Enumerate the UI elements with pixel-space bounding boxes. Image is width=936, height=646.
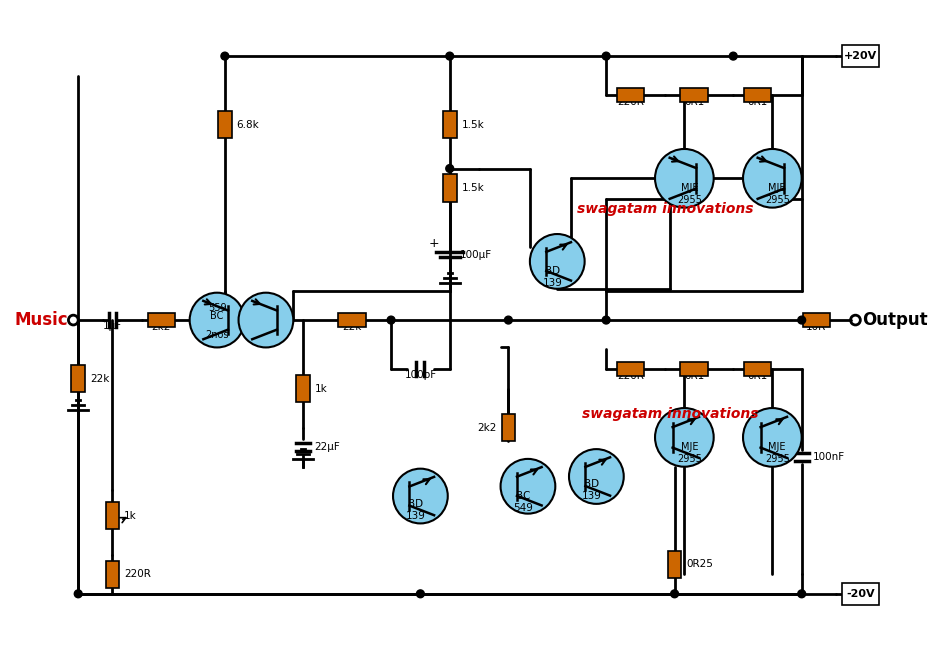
FancyBboxPatch shape <box>616 362 644 376</box>
Text: BD: BD <box>583 479 598 489</box>
Text: MJE: MJE <box>680 183 697 193</box>
FancyBboxPatch shape <box>680 362 707 376</box>
Text: 220R: 220R <box>124 569 151 579</box>
FancyBboxPatch shape <box>743 89 770 102</box>
Text: 139: 139 <box>405 510 425 521</box>
Text: 100pF: 100pF <box>404 370 436 380</box>
Text: 220R: 220R <box>617 97 643 107</box>
Text: BD: BD <box>544 266 560 276</box>
Ellipse shape <box>530 234 584 289</box>
Text: 1µF: 1µF <box>103 321 122 331</box>
FancyBboxPatch shape <box>802 313 829 327</box>
Text: 22k: 22k <box>342 322 361 332</box>
Text: MJE: MJE <box>768 183 785 193</box>
Ellipse shape <box>654 149 713 207</box>
Text: MJE: MJE <box>768 442 785 452</box>
Text: 139: 139 <box>581 491 601 501</box>
FancyBboxPatch shape <box>841 45 878 67</box>
Circle shape <box>797 316 805 324</box>
Text: 22k: 22k <box>90 374 110 384</box>
Ellipse shape <box>742 408 801 466</box>
Ellipse shape <box>239 293 293 348</box>
Text: 2nos: 2nos <box>205 330 228 340</box>
Ellipse shape <box>189 293 244 348</box>
Text: 100µF: 100µF <box>459 249 491 260</box>
Circle shape <box>797 590 805 598</box>
Text: +: + <box>429 237 439 250</box>
Text: 559: 559 <box>208 303 227 313</box>
Circle shape <box>602 316 609 324</box>
Text: 2k2: 2k2 <box>476 422 496 433</box>
Text: 0R1: 0R1 <box>683 371 704 380</box>
Ellipse shape <box>742 149 801 207</box>
Text: 2955: 2955 <box>676 454 701 464</box>
Circle shape <box>602 52 609 60</box>
FancyBboxPatch shape <box>218 111 231 138</box>
Circle shape <box>416 590 424 598</box>
Text: BC: BC <box>516 491 530 501</box>
Text: Output: Output <box>861 311 927 329</box>
Text: 549: 549 <box>513 503 533 513</box>
Text: swagatam innovations: swagatam innovations <box>577 202 753 216</box>
Circle shape <box>221 52 228 60</box>
Text: 1.5k: 1.5k <box>461 120 484 130</box>
FancyBboxPatch shape <box>743 362 770 376</box>
FancyBboxPatch shape <box>106 561 119 588</box>
FancyBboxPatch shape <box>443 111 456 138</box>
FancyBboxPatch shape <box>841 583 878 605</box>
FancyBboxPatch shape <box>296 375 310 402</box>
Text: 6.8k: 6.8k <box>237 120 259 130</box>
Text: 1.5k: 1.5k <box>461 183 484 193</box>
Ellipse shape <box>500 459 555 514</box>
Text: 2955: 2955 <box>764 454 789 464</box>
Circle shape <box>504 316 512 324</box>
Text: Music: Music <box>15 311 68 329</box>
Text: 0R25: 0R25 <box>685 559 712 570</box>
Text: 1k: 1k <box>314 384 328 393</box>
Circle shape <box>446 52 453 60</box>
Circle shape <box>387 316 395 324</box>
Text: +20V: +20V <box>842 51 876 61</box>
Text: 0R1: 0R1 <box>747 371 767 380</box>
Text: 1k: 1k <box>124 510 137 521</box>
FancyBboxPatch shape <box>667 551 680 578</box>
Text: 0R1: 0R1 <box>683 97 704 107</box>
Circle shape <box>74 590 82 598</box>
FancyBboxPatch shape <box>680 89 707 102</box>
Text: 0R1: 0R1 <box>747 97 767 107</box>
FancyBboxPatch shape <box>443 174 456 202</box>
Text: swagatam innovations: swagatam innovations <box>581 407 757 421</box>
Ellipse shape <box>654 408 713 466</box>
Text: 2k2: 2k2 <box>152 322 170 332</box>
Text: 22µF: 22µF <box>314 442 339 452</box>
Text: BD: BD <box>407 499 423 509</box>
Text: 2955: 2955 <box>676 195 701 205</box>
Circle shape <box>446 165 453 172</box>
Circle shape <box>728 52 737 60</box>
Text: 139: 139 <box>542 278 562 288</box>
Text: MJE: MJE <box>680 442 697 452</box>
FancyBboxPatch shape <box>338 313 365 327</box>
Text: BC: BC <box>210 311 224 321</box>
FancyBboxPatch shape <box>71 365 85 392</box>
Text: 220R: 220R <box>617 371 643 380</box>
Ellipse shape <box>568 449 623 504</box>
Text: 2955: 2955 <box>764 195 789 205</box>
FancyBboxPatch shape <box>501 414 515 441</box>
FancyBboxPatch shape <box>148 313 175 327</box>
FancyBboxPatch shape <box>106 502 119 529</box>
FancyBboxPatch shape <box>616 89 644 102</box>
Text: -20V: -20V <box>845 589 873 599</box>
Text: 100nF: 100nF <box>812 452 843 462</box>
Text: 10R: 10R <box>805 322 826 332</box>
Ellipse shape <box>392 468 447 523</box>
Circle shape <box>670 590 678 598</box>
